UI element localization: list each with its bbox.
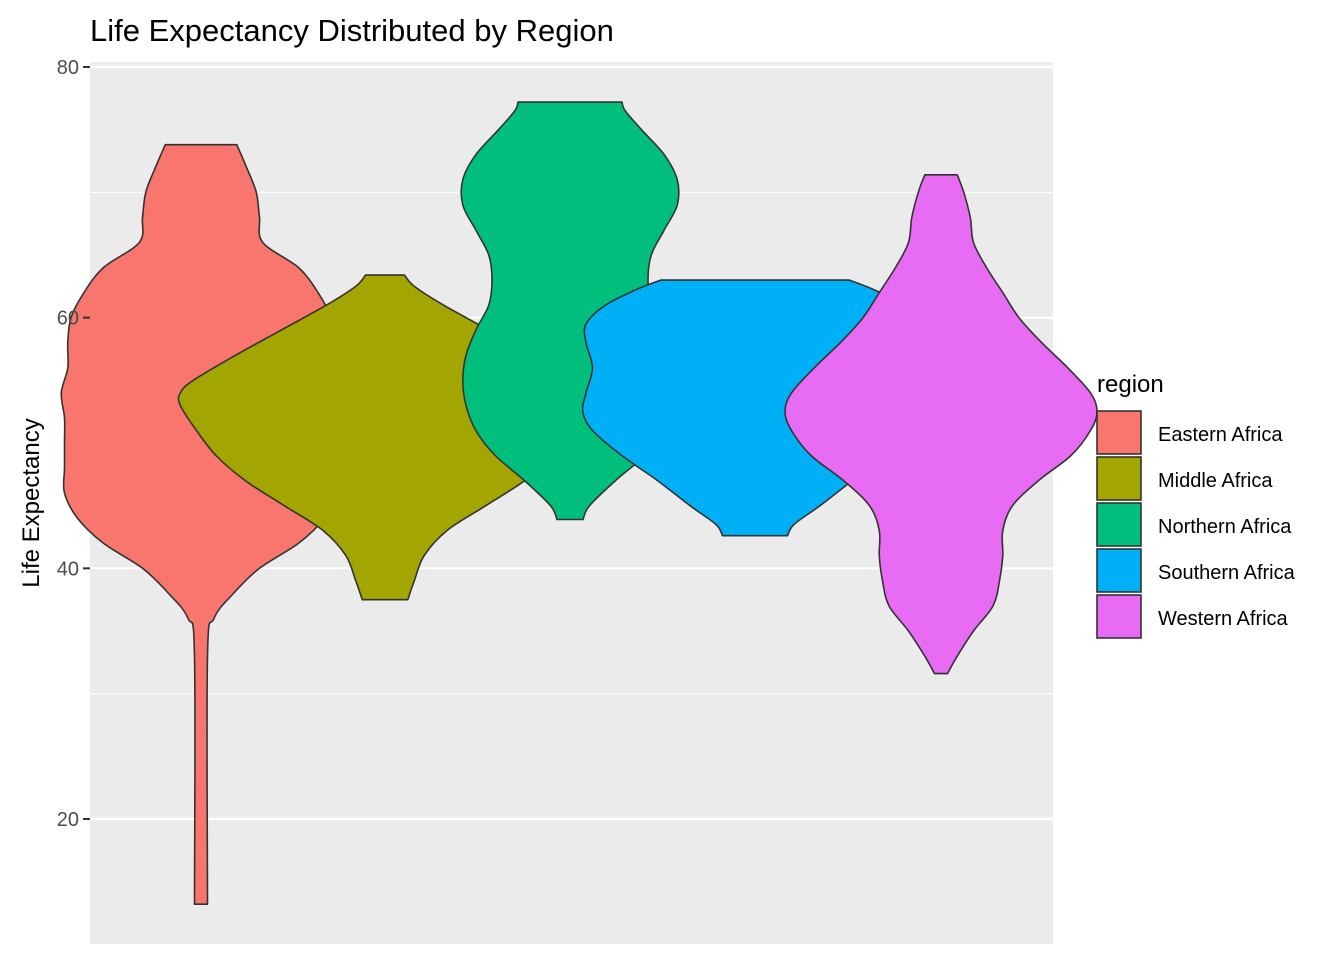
- legend-key: [1096, 548, 1142, 593]
- y-axis: 20 40 60 80: [57, 57, 90, 831]
- y-tick-label: 40: [57, 558, 79, 580]
- violins: [60, 101, 1098, 905]
- y-tick-label: 80: [57, 57, 79, 79]
- legend-label: Eastern Africa: [1158, 424, 1283, 446]
- legend-key: [1096, 410, 1142, 455]
- y-tick-label: 60: [57, 308, 79, 330]
- y-tick-label: 20: [57, 809, 79, 831]
- legend-label: Northern Africa: [1158, 516, 1292, 538]
- legend-title: region: [1097, 371, 1164, 398]
- chart-title: Life Expectancy Distributed by Region: [90, 13, 614, 48]
- y-axis-title: Life Expectancy: [18, 418, 45, 587]
- legend-label: Middle Africa: [1158, 470, 1273, 492]
- violin-western-africa: [784, 174, 1098, 675]
- legend-label: Western Africa: [1158, 608, 1289, 630]
- legend-key: [1096, 456, 1142, 501]
- legend-label: Southern Africa: [1158, 562, 1296, 584]
- legend-key: [1096, 502, 1142, 547]
- legend: Eastern Africa Middle Africa Northern Afri…: [1096, 410, 1296, 639]
- legend-key: [1096, 594, 1142, 639]
